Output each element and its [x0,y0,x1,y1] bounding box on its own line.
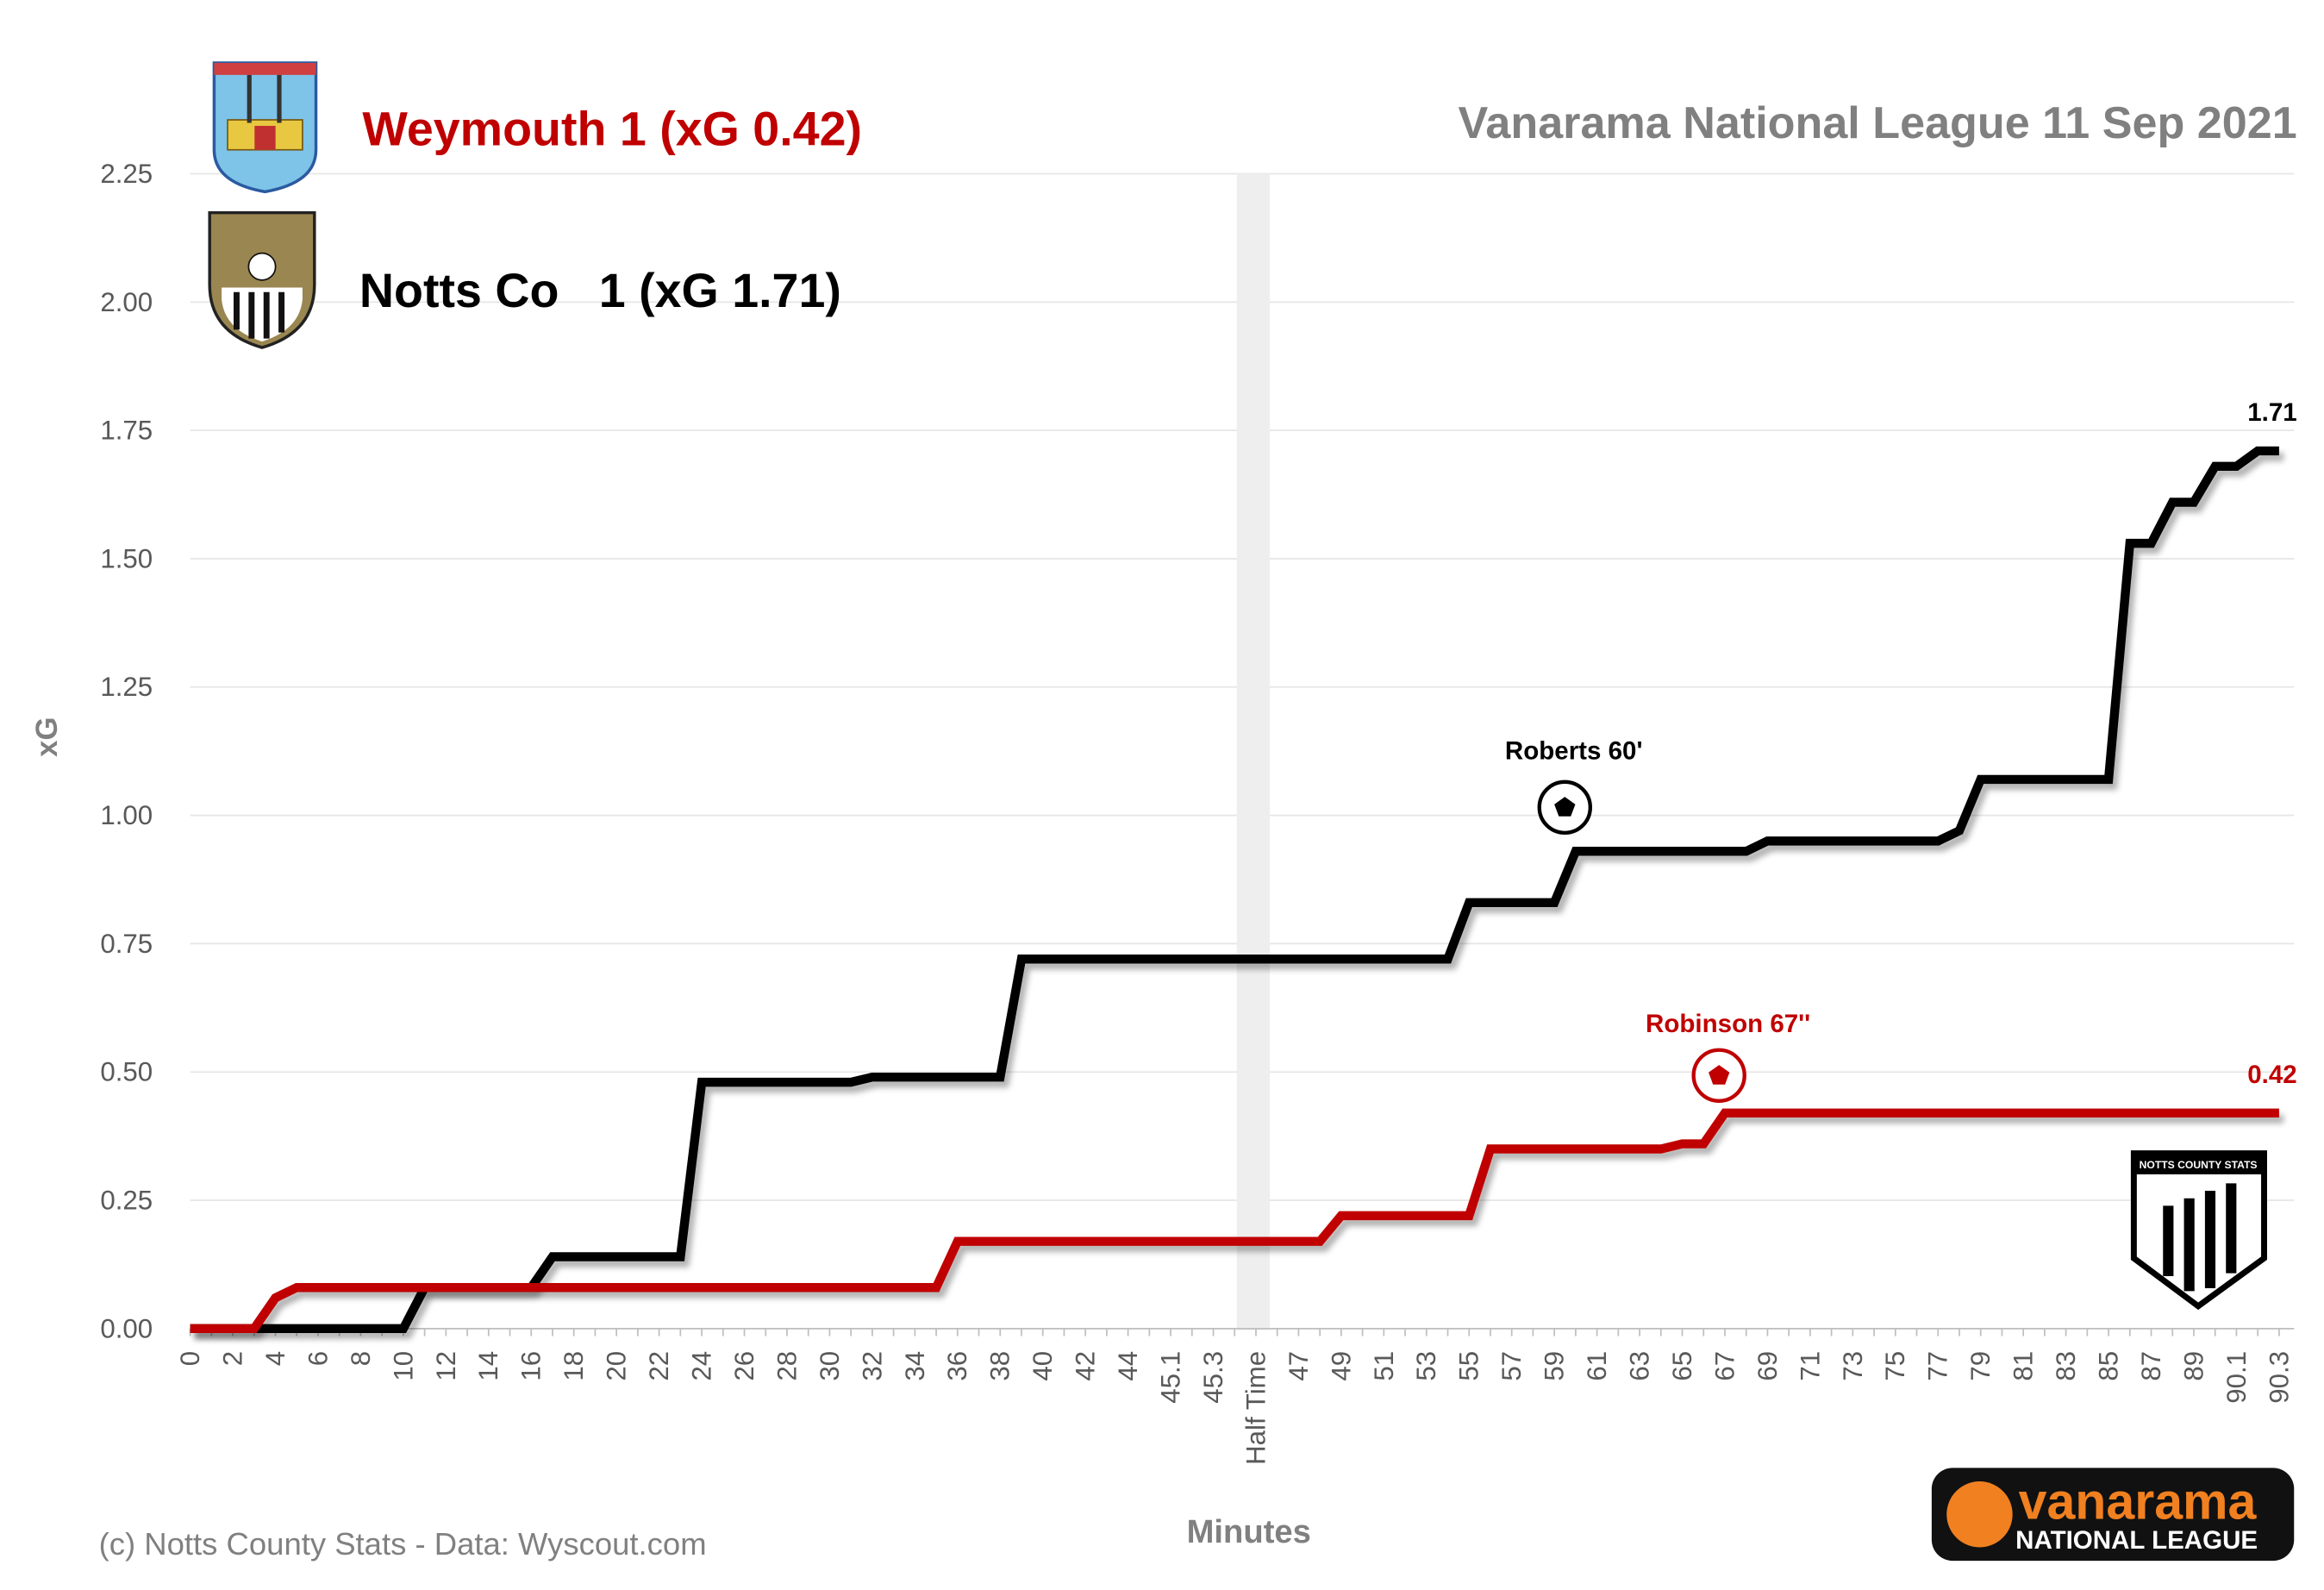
x-tick-label: 20 [602,1351,632,1381]
x-tick-label: 89 [2178,1351,2208,1381]
y-tick-label: 1.50 [100,543,153,573]
x-tick-label: 90.1 [2221,1351,2252,1404]
x-tick-label: 53 [1411,1351,1441,1381]
x-tick-label: 40 [1028,1351,1058,1381]
x-tick-label: 6 [303,1351,333,1366]
x-tick-label: 87 [2136,1351,2166,1381]
x-tick-label: 65 [1667,1351,1697,1381]
y-tick-label: 0.50 [100,1057,153,1087]
x-tick-label: 77 [1923,1351,1953,1381]
x-tick-label: 81 [2009,1351,2039,1381]
x-tick-label: 75 [1880,1351,1910,1381]
y-tick-label: 1.75 [100,416,153,446]
end-label: 0.42 [2247,1061,2296,1089]
y-tick-label: 1.00 [100,800,153,830]
x-tick-label: 63 [1624,1351,1654,1381]
x-tick-label: 67 [1709,1351,1740,1381]
x-tick-label: 79 [1965,1351,1996,1381]
x-tick-label: 26 [729,1351,759,1381]
x-tick-label: 4 [260,1351,290,1366]
x-tick-label: 10 [388,1351,418,1381]
league-logo: vanarama NATIONAL LEAGUE [1931,1468,2295,1562]
x-tick-label: 85 [2093,1351,2123,1381]
x-tick-label: 12 [431,1351,461,1381]
y-tick-label: 0.75 [100,929,153,959]
notts-crest [208,210,316,349]
x-tick-label: 42 [1071,1351,1101,1381]
x-tick-label: 2 [217,1351,247,1366]
goal-ball-patch [1709,1065,1730,1085]
x-tick-label: 55 [1454,1351,1484,1381]
half-time-band [1236,173,1271,1330]
x-tick-label: 8 [346,1351,376,1366]
x-tick-label: 32 [857,1351,887,1381]
x-tick-label: 0 [175,1351,205,1366]
x-tick-label: 90.3 [2264,1351,2294,1404]
x-tick-label: 18 [559,1351,589,1381]
team-heading: Weymouth 1 (xG 0.42) [362,103,862,156]
x-tick-label: 30 [815,1351,845,1381]
x-tick-label: 57 [1496,1351,1527,1381]
team-heading: Notts Co 1 (xG 1.71) [359,264,841,317]
x-tick-label: 45.3 [1198,1351,1228,1404]
y-tick-label: 0.25 [100,1185,153,1215]
x-tick-label: 59 [1540,1351,1570,1381]
y-tick-label: 1.25 [100,672,153,702]
series-line [190,1108,2279,1334]
x-tick-label: 45.1 [1155,1351,1185,1404]
logo-text: vanarama [2019,1473,2258,1530]
annotation: Roberts 60' [1505,737,1643,766]
x-tick-label: 83 [2051,1351,2081,1381]
chart-title: Vanarama National League 11 Sep 2021 [1459,98,2297,148]
logo-subtext: NATIONAL LEAGUE [2015,1526,2258,1555]
x-tick-label: Half Time [1240,1351,1271,1465]
x-tick-label: 47 [1284,1351,1314,1381]
stats-badge: NOTTS COUNTY STATS [2130,1150,2267,1311]
y-tick-label: 0.00 [100,1313,153,1343]
x-tick-label: 22 [644,1351,674,1381]
x-tick-label: 16 [516,1351,547,1381]
credit: (c) Notts County Stats - Data: Wyscout.c… [99,1526,707,1562]
series-line [190,446,2279,1334]
badge-text: NOTTS COUNTY STATS [2140,1159,2258,1171]
x-tick-label: 51 [1369,1351,1399,1381]
annotation: Robinson 67'' [1646,1010,1810,1038]
x-tick-label: 14 [473,1351,503,1381]
end-label: 1.71 [2247,398,2296,427]
weymouth-crest [212,61,318,194]
x-tick-label: 73 [1838,1351,1868,1381]
goal-ball-patch [1554,797,1576,817]
x-tick-label: 49 [1326,1351,1356,1381]
y-tick-label: 2.00 [100,287,153,317]
x-tick-label: 44 [1113,1351,1143,1381]
x-axis-label: Minutes [1187,1513,1311,1550]
x-tick-label: 71 [1795,1351,1825,1381]
y-axis-label: xG [31,717,64,757]
x-tick-label: 24 [686,1351,716,1381]
x-tick-label: 34 [900,1351,930,1381]
y-tick-label: 2.25 [100,159,153,189]
x-tick-label: 69 [1752,1351,1783,1381]
x-tick-label: 28 [772,1351,802,1381]
x-tick-label: 61 [1582,1351,1612,1381]
x-tick-label: 36 [942,1351,972,1381]
x-tick-label: 38 [985,1351,1015,1381]
